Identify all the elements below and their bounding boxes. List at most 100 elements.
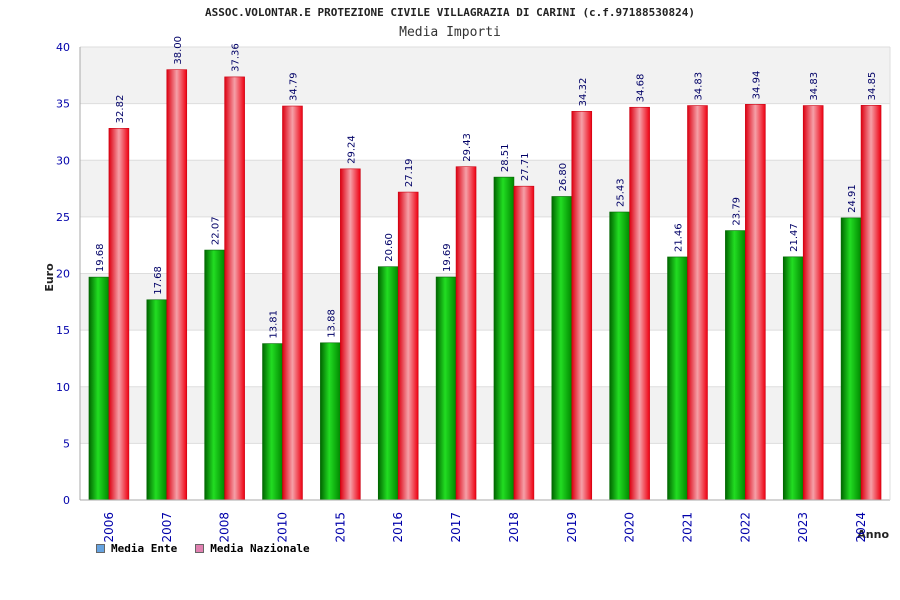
bar-media-nazionale xyxy=(224,76,245,501)
bar-media-ente xyxy=(88,276,110,501)
y-tick-label: 5 xyxy=(63,437,70,450)
x-tick-label: 2022 xyxy=(738,512,752,543)
legend-item-media-ente: Media Ente xyxy=(96,542,177,555)
data-label: 34.68 xyxy=(636,74,647,103)
data-label: 21.46 xyxy=(674,223,685,252)
data-label: 29.24 xyxy=(346,135,357,164)
data-label: 34.32 xyxy=(578,78,589,107)
legend-item-media-nazionale: Media Nazionale xyxy=(195,542,310,555)
grid-band xyxy=(80,216,890,274)
grid-band xyxy=(80,160,890,217)
bar-media-nazionale xyxy=(340,168,361,501)
x-tick-label: 2019 xyxy=(565,512,579,543)
bar-media-nazionale xyxy=(802,105,824,501)
y-tick-label: 35 xyxy=(56,98,70,111)
x-tick-label: 2006 xyxy=(102,512,116,543)
grid-band xyxy=(80,103,890,161)
x-axis-title: Anno xyxy=(857,528,889,541)
data-labels: 19.68 32.82 17.68 38.00 22.07 37.36 13.81 34.79… xyxy=(95,36,878,339)
bar-media-ente xyxy=(609,211,630,501)
data-label: 23.79 xyxy=(731,197,742,226)
bar-media-nazionale xyxy=(108,128,130,501)
legend-swatch-media-ente xyxy=(96,544,105,553)
x-tick-label: 2008 xyxy=(218,512,232,543)
y-tick-label: 40 xyxy=(56,41,70,54)
y-tick-label: 30 xyxy=(56,154,70,167)
data-label: 28.51 xyxy=(500,143,511,172)
grid-band xyxy=(80,47,890,104)
data-label: 38.00 xyxy=(173,36,184,65)
x-tick-label: 2015 xyxy=(333,512,347,543)
data-label: 19.69 xyxy=(442,243,453,272)
grid-band xyxy=(80,386,890,444)
bar-media-nazionale xyxy=(166,69,188,501)
x-tick-label: 2021 xyxy=(681,512,695,543)
bar-media-ente xyxy=(262,343,283,501)
bar-media-nazionale xyxy=(571,111,593,501)
data-label: 25.43 xyxy=(616,178,627,207)
bar-media-nazionale xyxy=(282,105,303,501)
x-tick-label: 2018 xyxy=(507,512,521,543)
legend-label-media-ente: Media Ente xyxy=(111,542,178,555)
chart-subtitle: Media Importi xyxy=(399,25,501,40)
bar-media-ente xyxy=(840,217,862,501)
data-label: 34.83 xyxy=(693,72,704,101)
bar-media-ente xyxy=(377,266,399,501)
data-label: 34.79 xyxy=(288,72,299,101)
x-tick-label: 2017 xyxy=(449,512,463,543)
x-tick-label: 2024 xyxy=(854,512,868,543)
data-label: 22.07 xyxy=(211,216,222,245)
data-label: 13.88 xyxy=(326,309,337,338)
data-label: 34.83 xyxy=(809,72,820,101)
legend: Media Ente Media Nazionale xyxy=(96,542,310,555)
x-tick-label: 2010 xyxy=(276,512,290,543)
bar-media-nazionale xyxy=(745,104,766,501)
grid xyxy=(80,46,890,501)
bar-media-ente xyxy=(320,342,341,501)
x-tick-label: 2016 xyxy=(391,512,405,543)
chart-title: ASSOC.VOLONTAR.E PROTEZIONE CIVILE VILLA… xyxy=(204,6,696,19)
grid-band xyxy=(80,330,890,387)
data-label: 32.82 xyxy=(115,95,126,124)
data-label: 34.94 xyxy=(751,71,762,100)
x-tick-label: 2023 xyxy=(796,512,810,543)
data-label: 13.81 xyxy=(269,310,280,339)
data-label: 24.91 xyxy=(847,184,858,213)
x-tick-label: 2007 xyxy=(160,512,174,543)
axes: 0 5 10 15 20 25 30 35 40 Euro Anno 2006 2007 2008 2010… xyxy=(43,41,891,543)
data-label: 29.43 xyxy=(462,133,473,162)
bar-media-nazionale xyxy=(513,185,535,501)
bar-media-ente xyxy=(493,176,515,501)
bar-media-ente xyxy=(435,276,457,501)
data-label: 21.47 xyxy=(789,223,800,252)
y-tick-label: 0 xyxy=(63,494,70,507)
bar-media-nazionale xyxy=(455,166,477,501)
y-tick-label: 10 xyxy=(56,381,70,394)
data-label: 17.68 xyxy=(153,266,164,295)
bar-media-ente xyxy=(146,299,168,501)
bar-media-nazionale xyxy=(860,105,882,501)
bar-media-ente xyxy=(204,249,225,501)
data-label: 27.71 xyxy=(520,153,531,182)
bar-media-nazionale xyxy=(687,105,708,501)
y-tick-label: 20 xyxy=(56,268,70,281)
data-label: 27.19 xyxy=(404,158,415,187)
x-tick-label: 2020 xyxy=(623,512,637,543)
y-tick-label: 25 xyxy=(56,211,70,224)
data-label: 26.80 xyxy=(558,163,569,192)
grid-band xyxy=(80,443,890,500)
y-axis-title: Euro xyxy=(43,263,56,292)
bar-media-nazionale xyxy=(397,191,419,501)
legend-swatch-media-nazionale xyxy=(195,544,205,553)
data-label: 37.36 xyxy=(231,43,242,72)
bar-media-ente xyxy=(667,256,688,501)
y-tick-label: 15 xyxy=(56,324,70,337)
bar-media-ente xyxy=(782,256,804,501)
bar-media-ente xyxy=(725,230,746,501)
data-label: 20.60 xyxy=(384,233,395,262)
bar-media-ente xyxy=(551,196,573,501)
data-label: 19.68 xyxy=(95,243,106,272)
grid-band xyxy=(80,273,890,331)
